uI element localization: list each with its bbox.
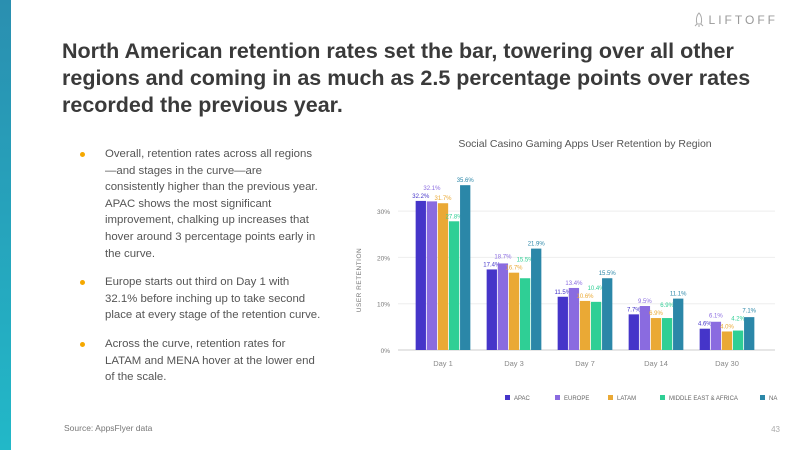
bar-europe: [710, 321, 722, 350]
x-tick-label: Day 30: [715, 359, 739, 368]
legend-label: NA: [769, 396, 777, 402]
bar-na: [531, 248, 542, 350]
bullet-list: Overall, retention rates across all regi…: [72, 146, 322, 398]
y-tick-label: 20%: [377, 255, 390, 262]
data-label: 6.1%: [709, 314, 723, 320]
bar-na: [673, 298, 684, 350]
bullet-item: Europe starts out third on Day 1 with 32…: [72, 274, 322, 324]
y-tick-label: 0%: [381, 348, 391, 355]
bullet-dot-icon: [80, 152, 85, 157]
data-label: 10.4%: [588, 286, 606, 292]
data-label: 4.6%: [698, 322, 712, 328]
bar-europe: [568, 287, 580, 350]
y-tick-label: 30%: [377, 209, 390, 216]
legend-label: MIDDLE EAST & AFRICA: [669, 396, 738, 402]
data-label: 7.7%: [627, 307, 641, 313]
y-tick-label: 10%: [377, 302, 390, 309]
bullet-dot-icon: [80, 341, 85, 347]
data-label: 4.0%: [720, 324, 734, 330]
data-label: 11.5%: [555, 290, 572, 296]
data-label: 17.4%: [483, 262, 501, 268]
bar-latam: [721, 331, 733, 350]
data-label: 9.5%: [638, 299, 652, 305]
bar-middle-east-africa: [590, 301, 602, 350]
bar-apac: [415, 200, 426, 350]
bar-apac: [628, 314, 639, 350]
bullet-text: Overall, retention rates across all regi…: [105, 148, 318, 260]
bar-na: [460, 185, 471, 350]
rocket-icon: [694, 12, 703, 27]
brand-name: LIFTOFF: [708, 13, 778, 27]
bar-middle-east-africa: [448, 221, 460, 350]
data-label: 18.7%: [494, 254, 512, 260]
bullet-item: Across the curve, retention rates for LA…: [72, 336, 322, 386]
data-label: 11.1%: [670, 292, 687, 298]
data-label: 32.1%: [423, 186, 441, 192]
x-tick-label: Day 1: [433, 359, 453, 368]
x-tick-label: Day 3: [504, 359, 524, 368]
bar-latam: [437, 203, 449, 350]
data-label: 10.6%: [576, 294, 594, 300]
source-note: Source: AppsFlyer data: [64, 423, 153, 433]
legend-swatch: [660, 395, 665, 400]
data-label: 15.5%: [599, 271, 617, 277]
bar-latam: [579, 300, 591, 350]
legend-swatch: [760, 395, 765, 400]
data-label: 35.6%: [457, 178, 475, 184]
y-axis-label: USER RETENTION: [356, 248, 363, 312]
data-label: 4.2%: [731, 316, 745, 322]
legend-label: LATAM: [617, 396, 636, 402]
data-label: 21.9%: [528, 242, 546, 248]
legend-swatch: [608, 395, 613, 400]
bar-apac: [486, 269, 497, 350]
page-title: North American retention rates set the b…: [62, 39, 751, 117]
data-label: 32.2%: [412, 194, 430, 200]
page-number: 43: [771, 425, 780, 434]
accent-sidebar: [0, 0, 11, 450]
bar-middle-east-africa: [519, 278, 531, 350]
bar-na: [602, 278, 613, 350]
bullet-item: Overall, retention rates across all regi…: [72, 146, 322, 262]
data-label: 15.5%: [517, 258, 535, 264]
bar-middle-east-africa: [732, 330, 744, 350]
bullet-dot-icon: [80, 280, 85, 286]
x-tick-label: Day 7: [575, 359, 595, 368]
x-tick-label: Day 14: [644, 359, 668, 368]
brand-logo: LIFTOFF: [694, 12, 778, 28]
data-label: 16.7%: [505, 266, 523, 272]
data-label: 13.4%: [565, 281, 583, 287]
legend-swatch: [505, 395, 510, 400]
data-label: 27.8%: [446, 214, 464, 220]
bar-latam: [508, 272, 520, 350]
chart-title: Social Casino Gaming Apps User Retention…: [458, 138, 712, 150]
data-label: 6.9%: [660, 303, 674, 309]
data-label: 31.7%: [434, 196, 452, 202]
bullet-text: Across the curve, retention rates for LA…: [105, 337, 315, 384]
bar-europe: [639, 306, 651, 350]
bar-middle-east-africa: [661, 318, 673, 350]
bar-latam: [650, 318, 662, 350]
bar-europe: [497, 263, 509, 350]
legend-label: APAC: [514, 396, 531, 402]
legend-swatch: [555, 395, 560, 400]
legend-label: EUROPE: [564, 396, 589, 402]
bar-na: [744, 317, 755, 350]
bar-europe: [426, 201, 438, 350]
data-label: 6.9%: [649, 311, 663, 317]
data-label: 7.1%: [742, 308, 756, 314]
bar-apac: [557, 296, 568, 350]
bullet-text: Europe starts out third on Day 1 with 32…: [105, 276, 321, 322]
bar-apac: [699, 328, 710, 350]
